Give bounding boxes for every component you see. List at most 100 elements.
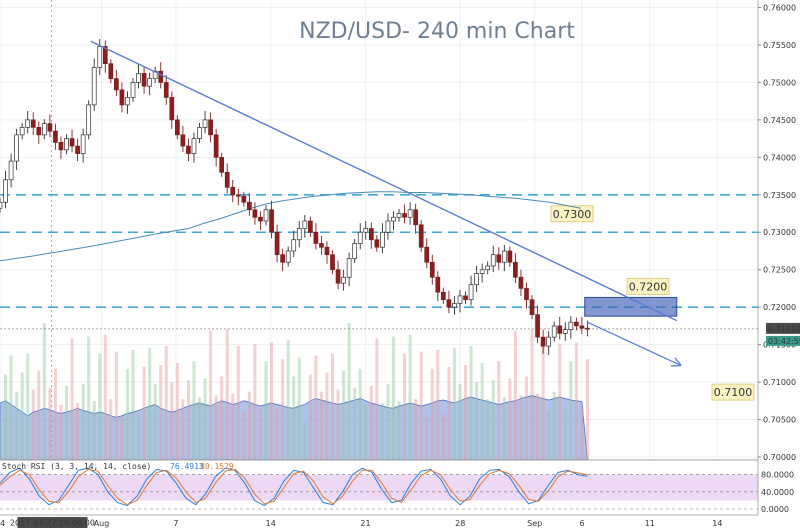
volume-bar xyxy=(569,361,573,460)
price-tick-label: 0.72000 xyxy=(763,303,796,312)
volume-bar xyxy=(42,323,46,460)
candle-body xyxy=(463,295,468,301)
volume-bar xyxy=(303,422,307,460)
volume-bar xyxy=(547,410,551,460)
level-label-0.7200: 0.7200 xyxy=(629,280,668,293)
volume-bar xyxy=(469,346,473,460)
volume-bar xyxy=(9,355,13,460)
candle-body xyxy=(296,228,302,241)
volume-bar xyxy=(175,363,179,460)
stoch-k-line xyxy=(0,467,588,507)
volume-bar xyxy=(414,399,418,460)
chart-title: NZD/USD- 240 min Chart xyxy=(299,19,575,44)
time-tick-label: 11 xyxy=(645,519,655,528)
candle-body xyxy=(546,336,552,347)
candle-body xyxy=(535,314,540,338)
candle-body xyxy=(102,46,108,65)
candle-body xyxy=(53,130,58,143)
volume-bar xyxy=(480,363,484,460)
volume-bar xyxy=(430,368,434,460)
volume-bar xyxy=(31,389,35,460)
moving-average-line xyxy=(0,191,582,262)
candle-body xyxy=(441,291,446,301)
volume-bar xyxy=(563,408,567,460)
candle-body xyxy=(191,138,197,154)
candle-body xyxy=(474,273,479,286)
candle-body xyxy=(313,231,319,244)
volume-bar xyxy=(408,334,412,460)
volume-bar xyxy=(580,406,584,460)
last-price-badge xyxy=(766,322,800,334)
candle-body xyxy=(446,299,452,308)
volume-bar xyxy=(325,372,329,460)
volume-bar xyxy=(336,389,340,460)
candle-body xyxy=(58,141,64,151)
stoch-d-line xyxy=(0,468,588,506)
stoch-tick-label: 0.0000 xyxy=(761,505,789,514)
candle-body xyxy=(208,119,213,136)
candle-body xyxy=(3,179,8,203)
candle-body xyxy=(114,78,119,91)
time-tick-label: 28 xyxy=(455,519,465,528)
candle-body xyxy=(25,119,31,128)
time-tick-label: 6 xyxy=(579,519,584,528)
volume-bar xyxy=(297,357,301,460)
volume-bar xyxy=(92,401,96,460)
crosshair-date-label: 2017-07-27 19:00:00 xyxy=(10,519,95,528)
candle-body xyxy=(97,46,103,68)
candle-body xyxy=(280,254,285,263)
stoch-tick-label: 40.0000 xyxy=(761,488,794,497)
volume-bar xyxy=(247,391,251,460)
volume-bar xyxy=(109,399,113,460)
level-label-0.7100: 0.7100 xyxy=(714,386,753,399)
candle-body xyxy=(285,250,291,263)
time-tick-label: 14 xyxy=(266,519,276,528)
candle-body xyxy=(424,246,430,263)
candle-body xyxy=(452,303,457,308)
time-tick-label: 7 xyxy=(173,519,178,528)
candle-body xyxy=(152,70,158,80)
candle-body xyxy=(41,123,47,136)
volume-area xyxy=(0,395,588,461)
candle-body xyxy=(158,70,164,83)
volume-bar xyxy=(20,372,24,460)
volume-bar xyxy=(170,382,174,460)
candle-body xyxy=(274,231,280,256)
price-tick-label: 0.75000 xyxy=(763,78,796,87)
candle-body xyxy=(368,228,374,241)
candle-body xyxy=(490,254,496,267)
volume-bar xyxy=(87,336,91,460)
candle-body xyxy=(130,82,136,98)
volume-bar xyxy=(541,346,545,460)
candle-body xyxy=(47,123,53,132)
candle-body xyxy=(324,246,330,256)
price-tick-label: 0.76000 xyxy=(763,3,796,12)
volume-bar xyxy=(281,359,285,460)
candle-body xyxy=(418,224,424,248)
volume-bar xyxy=(425,416,429,460)
volume-bar xyxy=(48,387,52,460)
volume-bar xyxy=(137,414,141,460)
volume-bar xyxy=(275,406,279,460)
candle-body xyxy=(163,82,169,98)
candle-body xyxy=(80,134,86,154)
candle-body xyxy=(396,213,402,218)
volume-bar xyxy=(203,378,207,460)
time-tick-label: 21 xyxy=(360,519,370,528)
volume-bar xyxy=(386,384,390,460)
volume-bar xyxy=(220,376,224,460)
candle-body xyxy=(169,97,175,121)
time-tick-label: 14 xyxy=(712,519,722,528)
candle-body xyxy=(136,73,141,83)
candle-body xyxy=(335,269,341,284)
candle-body xyxy=(479,269,485,274)
candle-body xyxy=(235,194,241,197)
countdown-badge xyxy=(766,335,800,346)
level-label-0.7300-box xyxy=(550,205,594,223)
volume-bar xyxy=(65,385,69,460)
volume-bar xyxy=(536,393,540,460)
time-tick-label: Aug xyxy=(94,519,110,528)
candle-body xyxy=(352,243,358,259)
